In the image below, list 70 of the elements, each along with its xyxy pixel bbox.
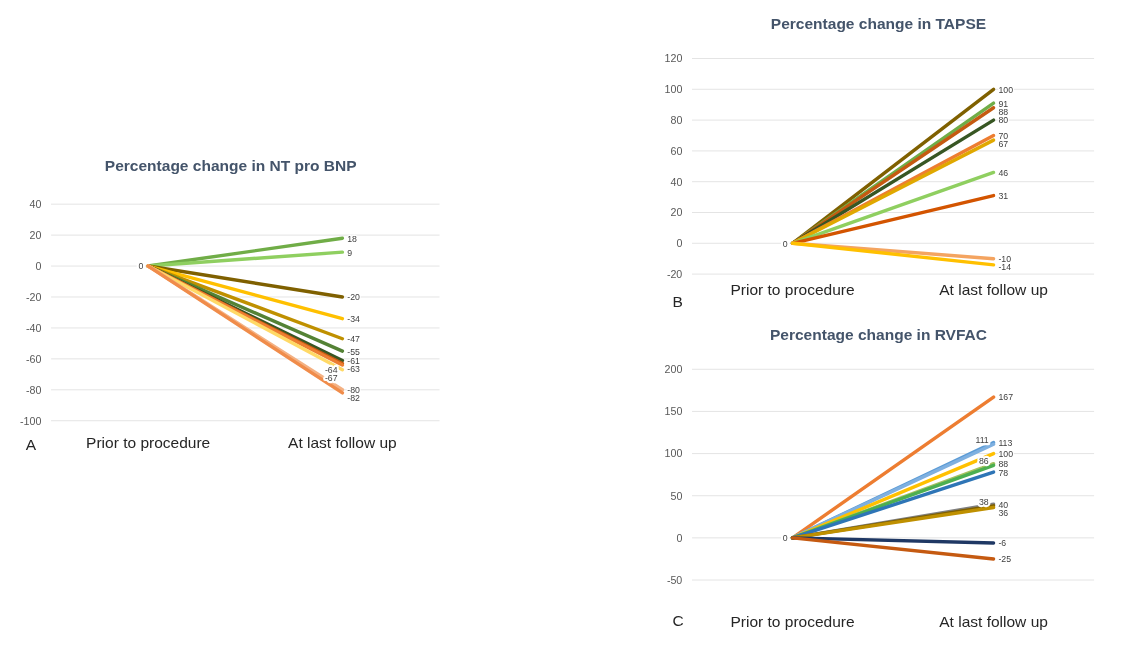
y-tick-label: 20 (29, 229, 42, 241)
data-label: 46 (998, 167, 1009, 178)
data-label: 78 (998, 467, 1009, 478)
data-label: 167 (998, 392, 1014, 403)
data-label: 67 (998, 139, 1009, 150)
data-label: 86 (978, 456, 989, 467)
data-label: 18 (347, 233, 358, 244)
x-tick-label: Prior to procedure (730, 281, 855, 299)
x-tick-label: Prior to procedure (730, 612, 855, 630)
x-tick-label: At last follow up (939, 612, 1048, 630)
y-tick-label: -40 (25, 321, 42, 334)
data-label: -61 (347, 355, 361, 366)
y-tick-label: -60 (25, 352, 42, 365)
data-label: -47 (347, 334, 361, 345)
data-label: -82 (347, 393, 361, 404)
data-label: 111 (975, 435, 989, 446)
data-label: -67 (324, 373, 338, 384)
data-label: 70 (998, 130, 1009, 141)
data-label: 0 (782, 533, 788, 544)
data-label: 88 (998, 106, 1009, 117)
y-tick-label: 120 (664, 52, 683, 65)
data-label: 100 (998, 84, 1014, 95)
data-label: 88 (998, 459, 1009, 470)
text: B (672, 293, 683, 311)
y-tick-label: 80 (670, 113, 683, 126)
x-tick-label: At last follow up (288, 433, 397, 451)
data-label: 100 (998, 448, 1014, 459)
data-label: -10 (998, 254, 1012, 265)
y-tick-label: 40 (670, 175, 683, 188)
y-tick-label: -80 (25, 383, 42, 396)
data-label: 31 (998, 190, 1009, 201)
y-tick-label: 20 (670, 206, 683, 219)
data-label: -80 (347, 385, 361, 396)
chart-title: Percentage change in RVFAC (769, 326, 987, 344)
x-tick-label: Prior to procedure (86, 433, 211, 451)
y-tick-label: 0 (676, 237, 683, 250)
y-tick-label: -50 (666, 573, 683, 586)
data-label: -14 (998, 262, 1012, 273)
y-tick-label: 60 (670, 144, 683, 157)
y-tick-label: 100 (664, 447, 683, 460)
y-tick-label: 40 (29, 198, 42, 211)
data-label: -63 (347, 364, 361, 375)
data-label: 113 (998, 438, 1013, 449)
y-tick-label: 200 (664, 363, 683, 376)
data-label: -25 (998, 554, 1012, 565)
y-tick-label: -100 (19, 414, 42, 427)
data-label: -55 (347, 346, 361, 357)
data-label: 91 (998, 98, 1009, 109)
data-label: 40 (998, 499, 1009, 510)
chart-title: Percentage change in TAPSE (770, 15, 987, 33)
data-label: 0 (138, 261, 144, 272)
y-tick-label: -20 (25, 290, 42, 303)
y-tick-label: 100 (664, 83, 683, 96)
data-label: 80 (998, 115, 1009, 126)
text: A (25, 435, 37, 453)
y-tick-label: -20 (666, 267, 683, 280)
data-label: -34 (347, 314, 361, 325)
data-label: -20 (347, 292, 361, 303)
data-label: 9 (347, 247, 353, 258)
y-tick-label: 0 (35, 259, 42, 272)
data-label: 36 (998, 507, 1009, 518)
y-tick-label: 150 (664, 405, 683, 418)
data-label: -6 (998, 538, 1007, 549)
text: C (672, 611, 684, 629)
x-tick-label: At last follow up (939, 281, 1048, 299)
data-label: -64 (324, 364, 338, 375)
y-tick-label: 0 (676, 531, 683, 544)
data-label: 0 (782, 238, 788, 249)
chart-title: Percentage change in NT pro BNP (104, 157, 357, 175)
y-tick-label: 50 (670, 489, 683, 502)
